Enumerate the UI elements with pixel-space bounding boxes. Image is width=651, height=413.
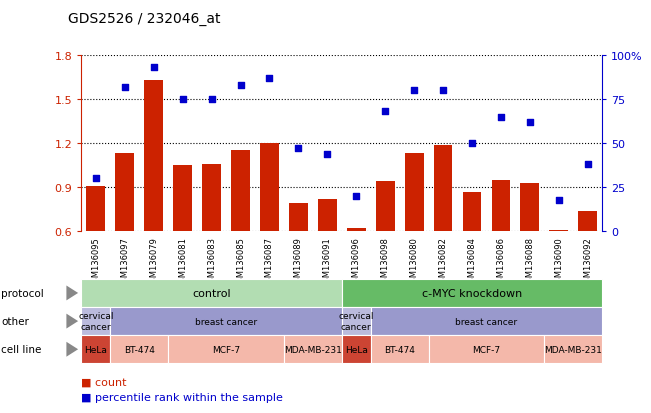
Bar <box>173 166 192 232</box>
Text: HeLa: HeLa <box>85 345 107 354</box>
Point <box>206 96 217 103</box>
Bar <box>405 154 424 232</box>
Text: MDA-MB-231: MDA-MB-231 <box>284 345 342 354</box>
Text: GDS2526 / 232046_at: GDS2526 / 232046_at <box>68 12 221 26</box>
Text: ■ count: ■ count <box>81 377 127 387</box>
Text: BT-474: BT-474 <box>124 345 155 354</box>
Bar <box>463 192 481 232</box>
Text: protocol: protocol <box>1 288 44 298</box>
Bar <box>520 183 539 232</box>
Point <box>583 161 593 168</box>
Text: MCF-7: MCF-7 <box>212 345 240 354</box>
Bar <box>492 180 510 232</box>
Point <box>120 84 130 91</box>
Bar <box>145 81 163 232</box>
Text: MDA-MB-231: MDA-MB-231 <box>544 345 602 354</box>
Bar <box>549 230 568 232</box>
Point <box>409 88 419 94</box>
Text: BT-474: BT-474 <box>384 345 415 354</box>
Text: MCF-7: MCF-7 <box>473 345 501 354</box>
Point <box>148 65 159 71</box>
Text: cell line: cell line <box>1 344 42 354</box>
Point <box>293 146 303 152</box>
Bar <box>434 145 452 232</box>
Point <box>322 151 333 158</box>
Bar <box>231 151 250 232</box>
Point <box>351 193 361 200</box>
Point <box>495 114 506 121</box>
Point <box>525 119 535 126</box>
Bar <box>578 211 597 232</box>
Text: HeLa: HeLa <box>345 345 368 354</box>
Point <box>380 109 391 115</box>
Bar <box>347 229 366 232</box>
Text: ■ percentile rank within the sample: ■ percentile rank within the sample <box>81 392 283 403</box>
Point <box>178 96 188 103</box>
Text: cervical
cancer: cervical cancer <box>339 312 374 331</box>
Bar <box>115 154 134 232</box>
Point <box>438 88 449 94</box>
Bar <box>87 186 105 232</box>
Text: breast cancer: breast cancer <box>456 317 518 326</box>
Bar <box>202 164 221 232</box>
Bar <box>376 182 395 232</box>
Text: cervical
cancer: cervical cancer <box>78 312 113 331</box>
Bar <box>260 144 279 232</box>
Text: other: other <box>1 316 29 326</box>
Point <box>467 140 477 147</box>
Text: control: control <box>192 288 231 298</box>
Point <box>553 197 564 203</box>
Point <box>264 75 275 82</box>
Bar <box>289 204 308 232</box>
Text: breast cancer: breast cancer <box>195 317 257 326</box>
Point <box>235 82 245 89</box>
Bar <box>318 199 337 232</box>
Text: c-MYC knockdown: c-MYC knockdown <box>422 288 522 298</box>
Point <box>90 176 101 182</box>
